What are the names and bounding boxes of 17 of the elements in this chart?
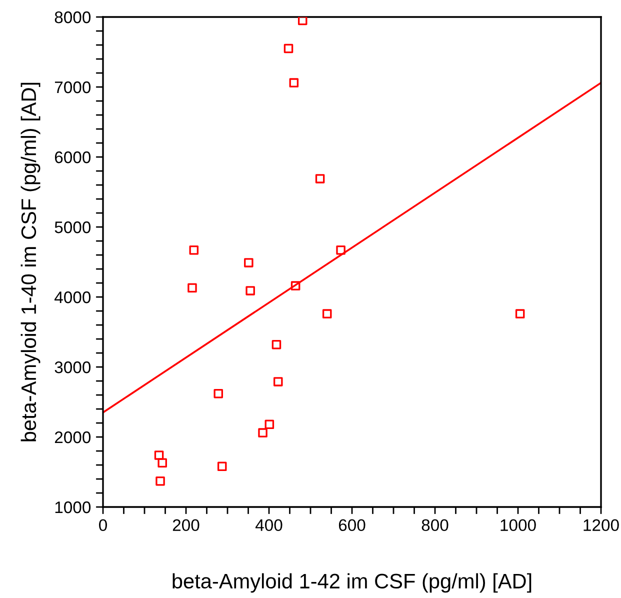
x-tick-label: 400 <box>255 519 282 532</box>
y-tick-label: 1000 <box>55 501 91 514</box>
y-tick-label: 7000 <box>54 81 91 94</box>
x-axis-title: beta-Amyloid 1-42 im CSF (pg/ml) [AD] <box>172 573 532 593</box>
y-tick-label: 3000 <box>54 361 91 374</box>
y-axis-title: beta-Amyloid 1-40 im CSF (pg/ml) [AD] <box>20 82 40 442</box>
y-tick-label: 5000 <box>54 221 91 234</box>
x-tick-label: 600 <box>338 519 366 532</box>
y-tick-label: 2000 <box>54 431 91 444</box>
y-tick-label: 4000 <box>54 291 91 304</box>
x-tick-label: 200 <box>172 519 200 532</box>
y-tick-label: 6000 <box>54 151 91 164</box>
x-tick-label: 1200 <box>584 519 619 532</box>
x-tick-label: 1000 <box>500 519 536 532</box>
y-tick-label: 8000 <box>54 11 91 24</box>
x-tick-label: 800 <box>422 519 448 532</box>
x-tick-label: 0 <box>99 519 107 532</box>
